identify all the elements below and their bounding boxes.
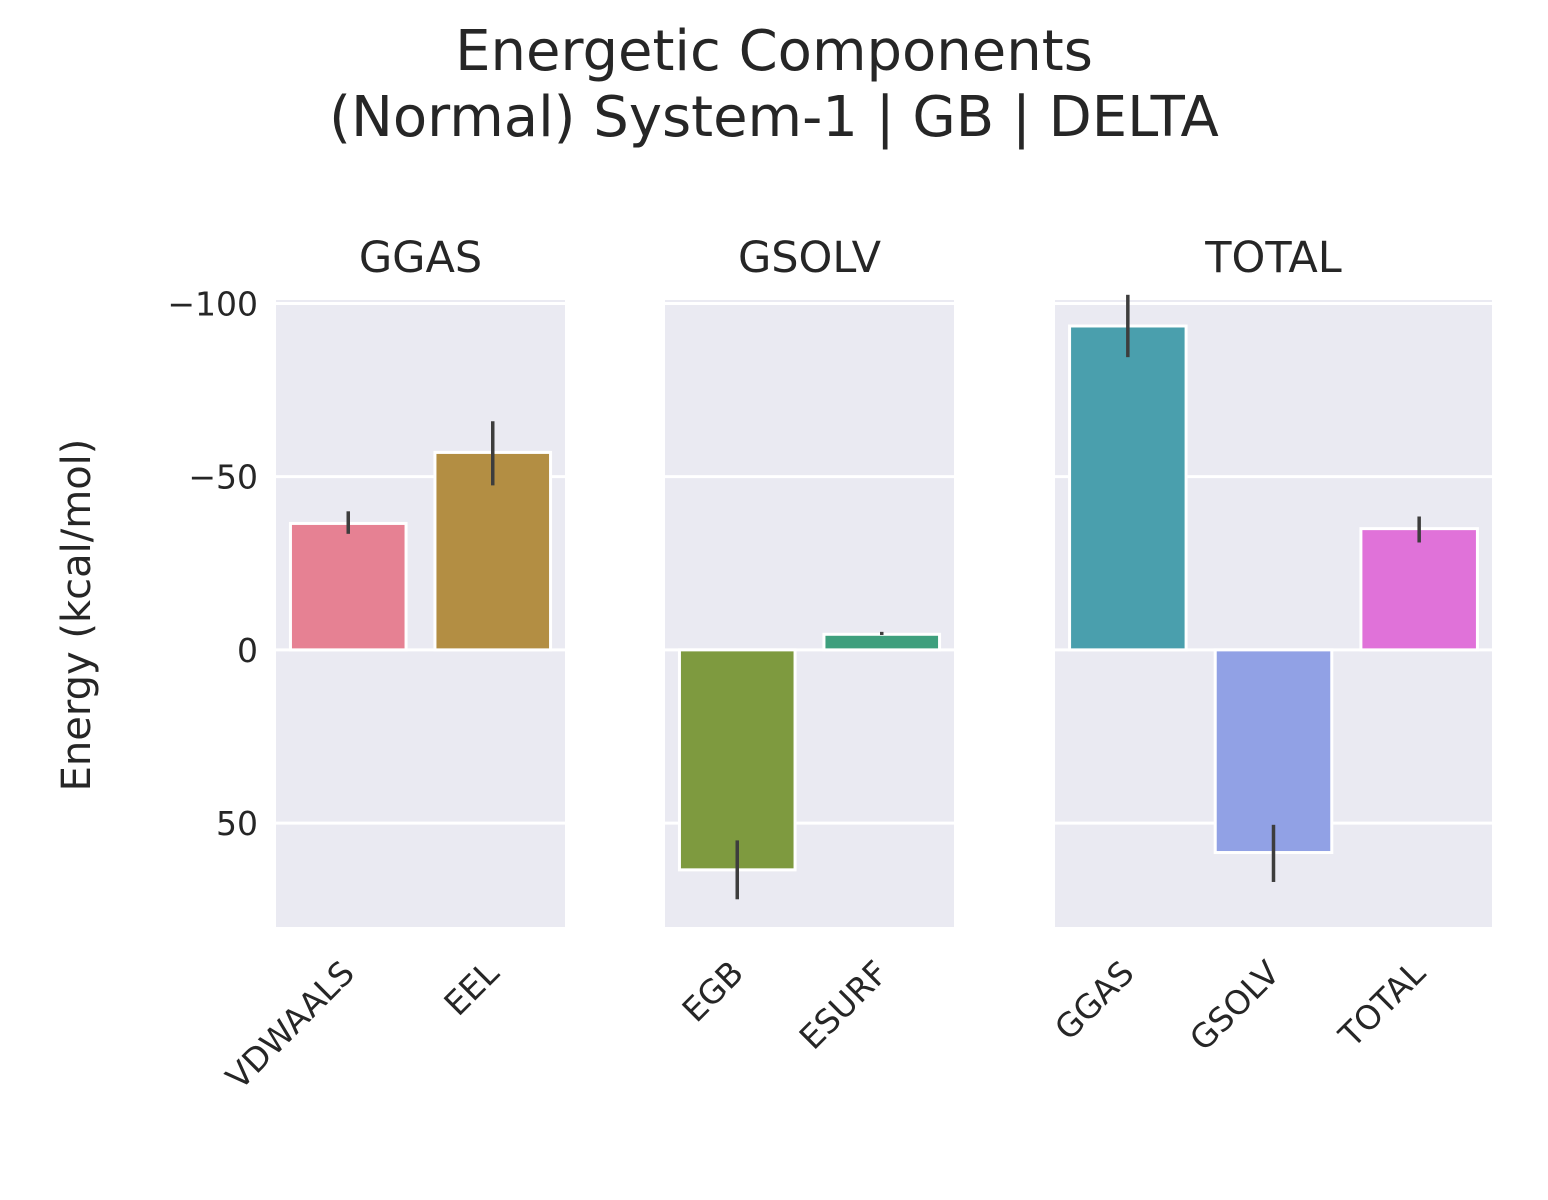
bar-esurf	[822, 632, 942, 652]
bar-vdwaals	[288, 521, 408, 652]
y-tick-label: 50	[216, 804, 258, 843]
chart-title-line-2: (Normal) System-1 | GB | DELTA	[329, 85, 1219, 150]
y-tick-label: 0	[237, 631, 258, 670]
panel-ggas: GGAS VDWAALS EEL	[218, 233, 565, 1097]
bar-gsolv	[1213, 648, 1334, 855]
x-tick-label: GSOLV	[1182, 953, 1288, 1059]
x-tick-label: ESURF	[792, 953, 896, 1057]
y-tick-label: −50	[188, 458, 258, 497]
bar-total	[1359, 527, 1479, 652]
x-tick-label: EGB	[674, 953, 750, 1029]
panel-total: TOTAL GGAS GSOLV TOTAL	[1047, 233, 1492, 1058]
y-tick-label: −100	[167, 284, 258, 323]
panel-title: GSOLV	[738, 233, 882, 283]
x-tick-label: GGAS	[1047, 953, 1142, 1048]
x-tick-label: EEL	[436, 953, 506, 1023]
panel-gsolv: GSOLV EGB ESURF	[665, 233, 954, 1057]
bar-ggas	[1068, 324, 1188, 652]
x-tick-label: TOTAL	[1331, 953, 1434, 1056]
chart-title-line-1: Energetic Components	[455, 19, 1093, 84]
panels-group: GGAS VDWAALS EEL −100 −50 0 50 GSOLV EGB ESURF TOT…	[167, 233, 1492, 1097]
x-tick-label: VDWAALS	[218, 953, 362, 1097]
panel-title: GGAS	[359, 233, 482, 283]
panel-title: TOTAL	[1204, 233, 1341, 283]
y-axis-label: Energy (kcal/mol)	[54, 439, 100, 792]
bar-egb	[677, 648, 797, 872]
